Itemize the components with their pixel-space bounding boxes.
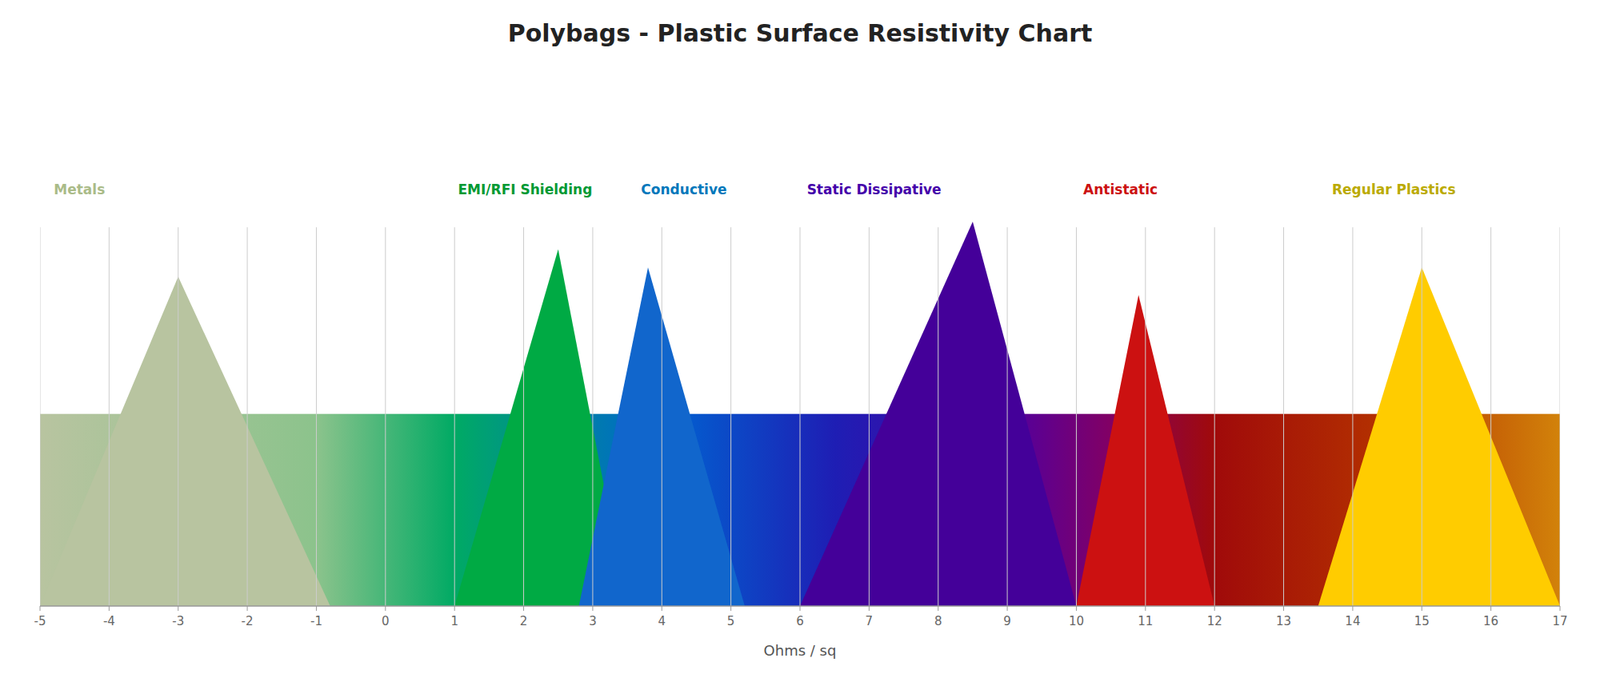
x-tick-label: 14	[1344, 614, 1360, 629]
grid-line	[1214, 227, 1216, 607]
x-tick	[108, 606, 110, 612]
x-tick-label: 1	[450, 614, 459, 629]
x-tick-label: 3	[588, 614, 597, 629]
triangle	[1318, 268, 1560, 607]
category-label: Antistatic	[1083, 181, 1158, 198]
grid-line	[1560, 227, 1561, 607]
grid-line	[523, 227, 524, 607]
title: Polybags - Plastic Surface Resistivity C…	[508, 19, 1093, 48]
x-tick-label: 0	[381, 614, 390, 629]
x-tick-label: 2	[520, 614, 528, 629]
x-tick-label: -2	[241, 614, 254, 629]
x-tick	[40, 606, 41, 612]
category-label: Static Dissipative	[807, 181, 942, 198]
x-tick	[661, 606, 663, 612]
category-label: Conductive	[640, 181, 727, 198]
x-tick-label: 6	[796, 614, 804, 629]
x-tick	[1214, 606, 1216, 612]
grid-line	[1490, 227, 1492, 607]
grid-line	[1283, 227, 1284, 607]
x-tick	[1144, 606, 1146, 612]
category-label: Metals	[53, 181, 105, 198]
grid-line	[937, 227, 939, 607]
grid-line	[868, 227, 870, 607]
x-tick-label: -5	[34, 614, 47, 629]
x-tick-label: 15	[1414, 614, 1430, 629]
grid-line	[1421, 227, 1423, 607]
x-tick	[800, 606, 801, 612]
chart: -5-4-3-2-101234567891011121314151617Ohms…	[0, 0, 1600, 678]
grid-line	[384, 227, 386, 607]
x-tick	[316, 606, 317, 612]
x-tick	[1421, 606, 1423, 612]
category-label: Regular Plastics	[1332, 181, 1456, 198]
x-tick-label: 11	[1137, 614, 1153, 629]
x-tick-label: 7	[865, 614, 874, 629]
x-tick-label: 8	[934, 614, 943, 629]
grid-line	[247, 227, 248, 607]
x-tick	[384, 606, 386, 612]
x-tick	[730, 606, 732, 612]
grid-line	[177, 227, 179, 607]
x-axis-label: Ohms / sq	[764, 642, 837, 660]
x-tick	[177, 606, 179, 612]
x-tick-label: 4	[657, 614, 666, 629]
x-tick	[1560, 606, 1561, 612]
grid-line	[1076, 227, 1077, 607]
x-tick	[1007, 606, 1008, 612]
grid-line	[661, 227, 663, 607]
grid-line	[316, 227, 317, 607]
x-tick-label: 16	[1483, 614, 1499, 629]
grid-line	[40, 227, 41, 607]
x-tick-label: -1	[310, 614, 323, 629]
x-tick-label: 12	[1207, 614, 1223, 629]
x-tick-label: -4	[103, 614, 116, 629]
x-tick	[1490, 606, 1492, 612]
x-tick-label: 17	[1552, 614, 1568, 629]
x-tick	[1283, 606, 1284, 612]
x-axis: -5-4-3-2-101234567891011121314151617	[34, 606, 1568, 629]
grid-line	[1007, 227, 1008, 607]
x-tick-label: 9	[1003, 614, 1012, 629]
x-tick-label: 10	[1068, 614, 1084, 629]
x-tick-label: -3	[172, 614, 184, 629]
category-label: EMI/RFI Shielding	[458, 181, 593, 198]
grid-line	[108, 227, 110, 607]
x-tick	[868, 606, 870, 612]
x-tick	[937, 606, 939, 612]
x-tick-label: 13	[1276, 614, 1292, 629]
grid-line	[454, 227, 456, 607]
grid-line	[1144, 227, 1146, 607]
grid-line	[800, 227, 801, 607]
plot-area	[40, 221, 1560, 607]
x-tick	[592, 606, 593, 612]
x-tick	[454, 606, 456, 612]
x-tick	[1076, 606, 1077, 612]
x-tick-label: 5	[727, 614, 736, 629]
x-tick	[523, 606, 524, 612]
x-tick	[247, 606, 248, 612]
triangle	[800, 221, 1076, 607]
x-tick	[1352, 606, 1353, 612]
grid-line	[592, 227, 593, 607]
grid-line	[730, 227, 732, 607]
grid-line	[1352, 227, 1353, 607]
triangle	[40, 276, 331, 607]
